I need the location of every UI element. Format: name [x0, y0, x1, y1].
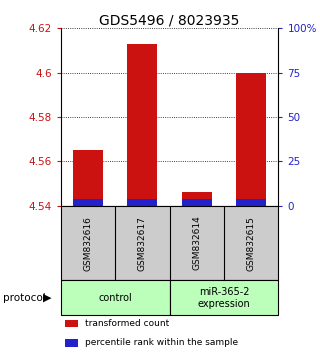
Bar — [127, 199, 157, 206]
Text: GSM832614: GSM832614 — [192, 216, 201, 270]
Text: transformed count: transformed count — [85, 319, 169, 328]
Text: ▶: ▶ — [43, 293, 52, 303]
Title: GDS5496 / 8023935: GDS5496 / 8023935 — [100, 13, 240, 27]
Bar — [73, 150, 103, 206]
Bar — [236, 199, 266, 206]
Bar — [236, 73, 266, 206]
Text: GSM832615: GSM832615 — [247, 216, 256, 270]
Text: protocol: protocol — [3, 293, 46, 303]
Bar — [73, 199, 103, 206]
Bar — [127, 44, 157, 206]
Text: miR-365-2
expression: miR-365-2 expression — [198, 287, 250, 309]
Text: GSM832617: GSM832617 — [138, 216, 147, 270]
Bar — [65, 339, 78, 347]
Bar — [61, 280, 170, 315]
Bar — [170, 280, 278, 315]
Text: control: control — [98, 293, 132, 303]
Text: GSM832616: GSM832616 — [84, 216, 92, 270]
Bar — [182, 199, 212, 206]
Bar — [65, 320, 78, 327]
Bar — [182, 193, 212, 206]
Text: percentile rank within the sample: percentile rank within the sample — [85, 338, 238, 347]
